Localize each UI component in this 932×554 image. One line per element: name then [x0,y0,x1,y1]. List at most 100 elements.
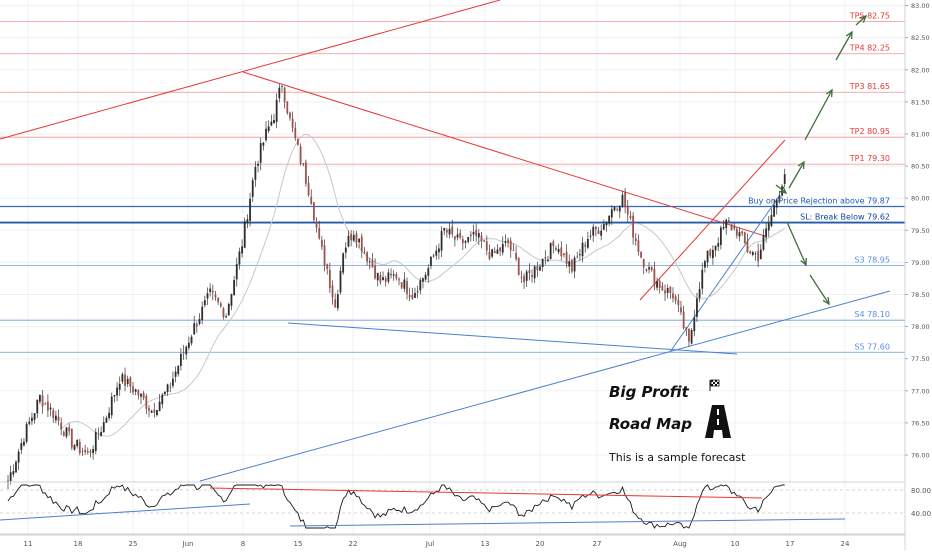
candle-body-79 [217,298,220,303]
candle-body-216 [581,242,584,257]
candle-body-165 [446,229,448,233]
candle-body-127 [344,247,347,253]
candle-body-81 [222,308,225,318]
arrow-head-c [825,88,833,98]
candle-body-152 [411,294,414,299]
rsi-panel: 80.00 40.00 [0,481,931,535]
candle-body-68 [187,342,190,348]
candle-body-94 [257,163,259,166]
candle-body-21 [62,432,65,436]
candle-body-18 [54,415,57,421]
candle-body-132 [358,238,361,243]
time-tick-label-7: Jul [425,540,435,548]
candle-body-279 [749,251,752,254]
candle-body-128 [347,235,350,247]
candle-body-200 [539,266,541,271]
candle-body-42 [118,383,121,390]
candle-body-176 [475,229,478,237]
trendline-long-support [199,290,891,482]
candle-body-256 [688,328,690,342]
arrow-head-g [822,296,830,306]
candle-body-172 [464,241,467,243]
candle-body-275 [738,232,741,237]
candle-body-288 [773,205,775,217]
candle-body-125 [339,270,342,293]
candle-body-289 [775,199,778,208]
candle-body-199 [536,266,539,271]
candle-body-203 [547,259,549,261]
arrow-head-a [779,186,788,194]
candle-body-177 [477,232,480,238]
candle-body-291 [781,186,783,196]
candle-body-140 [379,275,382,283]
candle-body-65 [180,353,182,366]
candle-body-236 [634,238,637,242]
candle-body-20 [60,422,63,430]
candle-body-54 [150,410,153,413]
candle-body-122 [331,285,334,298]
candle-body-259 [696,298,698,317]
candle-body-208 [560,247,563,257]
candle-body-151 [408,295,411,298]
level-label-2: TP3 81.65 [849,82,890,91]
candle-body-280 [751,251,754,256]
candle-body-234 [629,215,632,219]
candle-body-64 [177,365,180,375]
candle-body-196 [528,270,531,273]
trendline-rising-support [669,194,781,353]
candle-body-229 [616,208,619,210]
candle-body-135 [366,252,368,262]
price-tick-label-10: 80.00 [911,195,930,203]
price-tick-label-8: 79.00 [911,259,930,267]
candle-body-92 [251,180,254,197]
candle-body-255 [685,327,688,330]
candle-body-214 [576,256,579,258]
candle-body-268 [719,227,722,245]
candle-body-286 [767,223,770,231]
candle-body-31 [89,451,92,453]
candle-body-57 [158,401,161,412]
candle-body-202 [544,257,547,259]
time-tick-label-4: 8 [241,540,245,548]
candle-body-98 [267,126,270,131]
level-label-6: SL: Break Below 79.62 [800,213,890,222]
candle-body-179 [483,240,486,242]
level-labels: TP5 82.75 TP4 82.25 TP3 81.65 TP2 80.95 TP1 … [748,12,890,352]
candle-body-25 [73,445,76,450]
candle-body-22 [65,427,68,437]
price-tick-label-11: 80.50 [911,163,930,171]
arrow-shaft-e [855,15,867,26]
candle-body-155 [419,280,422,291]
candle-body-241 [648,267,650,270]
arrow-head-b [797,160,805,170]
candle-body-282 [757,251,760,262]
candle-body-274 [735,228,738,236]
candle-body-75 [206,293,209,299]
candle-body-88 [241,246,243,254]
candle-body-163 [440,231,443,251]
candle-body-43 [121,374,124,382]
candle-body-62 [172,378,174,386]
candle-body-5 [20,443,23,450]
candle-body-157 [424,274,427,280]
arrow-shaft-b [788,161,805,189]
candle-body-78 [214,294,217,298]
candle-body-139 [376,272,379,281]
candle-body-117 [318,227,321,239]
candle-body-12 [39,394,41,402]
price-tick-label-13: 81.50 [911,98,930,106]
level-label-8: S4 78.10 [854,310,890,319]
price-tick-label-15: 82.50 [911,34,930,42]
candle-body-187 [504,241,507,243]
candle-body-104 [283,87,286,103]
candle-body-3 [15,461,17,473]
candle-body-248 [666,287,669,293]
candle-body-194 [523,276,525,283]
candle-body-96 [262,142,265,146]
candle-body-28 [81,451,84,453]
candle-body-161 [435,250,438,256]
candle-body-50 [140,393,142,397]
candle-body-240 [645,269,648,271]
candle-body-164 [443,227,446,231]
level-label-5: Buy on Price Rejection above 79.87 [748,197,890,206]
